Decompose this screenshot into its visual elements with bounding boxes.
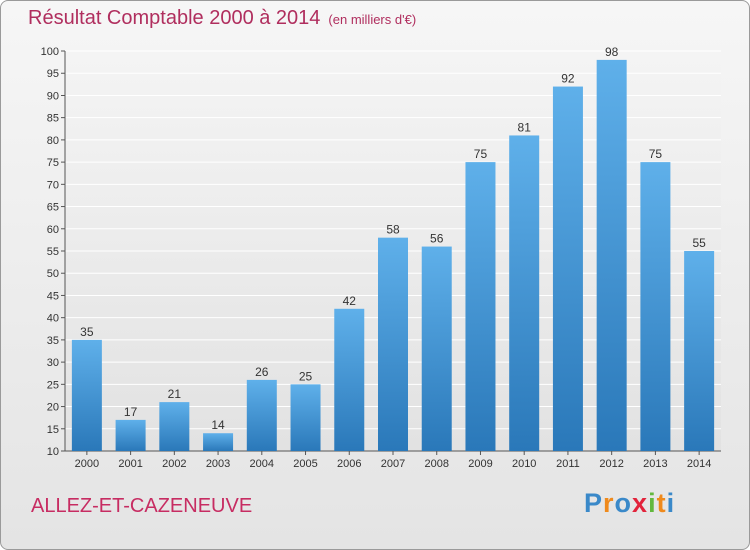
x-tick-label-2003: 2003 bbox=[206, 458, 230, 470]
bar-2008 bbox=[421, 246, 452, 451]
bar-2006 bbox=[334, 308, 365, 451]
x-tick-label-2000: 2000 bbox=[75, 458, 99, 470]
bar-2014 bbox=[684, 251, 715, 451]
x-tick-label-2002: 2002 bbox=[162, 458, 186, 470]
value-label-2012: 98 bbox=[605, 45, 619, 59]
chart-title: Résultat Comptable 2000 à 2014 (en millie… bbox=[28, 7, 416, 30]
bar-2000 bbox=[71, 339, 102, 451]
y-tick-label: 20 bbox=[47, 402, 59, 414]
x-tick-label-2001: 2001 bbox=[118, 458, 142, 470]
bar-2009 bbox=[465, 162, 496, 451]
y-tick-label: 10 bbox=[47, 446, 59, 458]
y-tick-label: 15 bbox=[47, 424, 59, 436]
logo-letter: t bbox=[656, 488, 667, 518]
value-label-2005: 25 bbox=[299, 369, 313, 383]
value-label-2009: 75 bbox=[474, 147, 488, 161]
x-tick-label-2006: 2006 bbox=[337, 458, 361, 470]
x-tick-label-2010: 2010 bbox=[512, 458, 536, 470]
value-label-2010: 81 bbox=[518, 120, 532, 134]
bar-layer bbox=[71, 59, 715, 452]
value-label-2002: 21 bbox=[168, 387, 182, 401]
value-label-2013: 75 bbox=[649, 147, 663, 161]
x-tick-label-2004: 2004 bbox=[250, 458, 274, 470]
chart-unit: (en milliers d'€) bbox=[328, 12, 417, 27]
value-label-2007: 58 bbox=[386, 223, 400, 237]
value-label-2001: 17 bbox=[124, 405, 138, 419]
logo-letter: i bbox=[648, 488, 657, 518]
y-tick-label: 50 bbox=[47, 268, 59, 280]
y-tick-label: 85 bbox=[47, 113, 59, 125]
logo-letter: r bbox=[603, 488, 615, 518]
x-tick-label-2013: 2013 bbox=[643, 458, 667, 470]
y-tick-label: 55 bbox=[47, 246, 59, 258]
logo-letter: o bbox=[614, 488, 633, 518]
town-name: ALLEZ-ET-CAZENEUVE bbox=[31, 495, 253, 517]
y-tick-label: 100 bbox=[41, 46, 59, 58]
bar-2013 bbox=[640, 162, 671, 451]
x-tick-label-2007: 2007 bbox=[381, 458, 405, 470]
y-tick-label: 75 bbox=[47, 157, 59, 169]
proxiti-logo[interactable]: Proxiti bbox=[584, 488, 675, 519]
logo-letter: x bbox=[632, 488, 649, 518]
value-label-2008: 56 bbox=[430, 232, 444, 246]
y-tick-label: 80 bbox=[47, 135, 59, 147]
bar-2010 bbox=[509, 135, 540, 451]
y-tick-label: 90 bbox=[47, 90, 59, 102]
value-label-2004: 26 bbox=[255, 365, 269, 379]
value-label-2011: 92 bbox=[561, 72, 575, 86]
y-tick-label: 70 bbox=[47, 179, 59, 191]
x-tick-label-2014: 2014 bbox=[687, 458, 711, 470]
value-label-2006: 42 bbox=[343, 294, 357, 308]
bar-2007 bbox=[378, 237, 408, 451]
x-tick-label-2008: 2008 bbox=[424, 458, 448, 470]
bar-2005 bbox=[290, 384, 321, 451]
bar-2002 bbox=[159, 402, 190, 451]
bar-2012 bbox=[596, 59, 627, 452]
y-tick-label: 40 bbox=[47, 313, 59, 325]
chart-title-text: Résultat Comptable 2000 à 2014 bbox=[28, 7, 321, 29]
value-label-2014: 55 bbox=[692, 236, 706, 250]
label-layer: 35 17 21 14 26 25 42 58 56 75 81 92 98 75 55 bbox=[80, 45, 706, 432]
x-tick-label-2009: 2009 bbox=[468, 458, 492, 470]
value-label-2003: 14 bbox=[211, 418, 225, 432]
logo-letter: i bbox=[666, 488, 676, 518]
y-tick-label: 60 bbox=[47, 224, 59, 236]
y-tick-label: 35 bbox=[47, 335, 59, 347]
y-tick-label: 25 bbox=[47, 379, 59, 391]
bar-2003 bbox=[203, 433, 234, 451]
y-tick-label: 30 bbox=[47, 357, 59, 369]
value-label-2000: 35 bbox=[80, 325, 94, 339]
x-tick-label-2011: 2011 bbox=[556, 458, 580, 470]
x-tick-label-2005: 2005 bbox=[293, 458, 317, 470]
logo-letter: P bbox=[584, 488, 604, 518]
y-tick-label: 65 bbox=[47, 202, 59, 214]
y-tick-label: 95 bbox=[47, 68, 59, 80]
x-tick-label-2012: 2012 bbox=[599, 458, 623, 470]
bar-2004 bbox=[246, 379, 277, 451]
bar-2001 bbox=[115, 419, 146, 451]
bar-2011 bbox=[552, 86, 583, 452]
y-tick-label: 45 bbox=[47, 290, 59, 302]
